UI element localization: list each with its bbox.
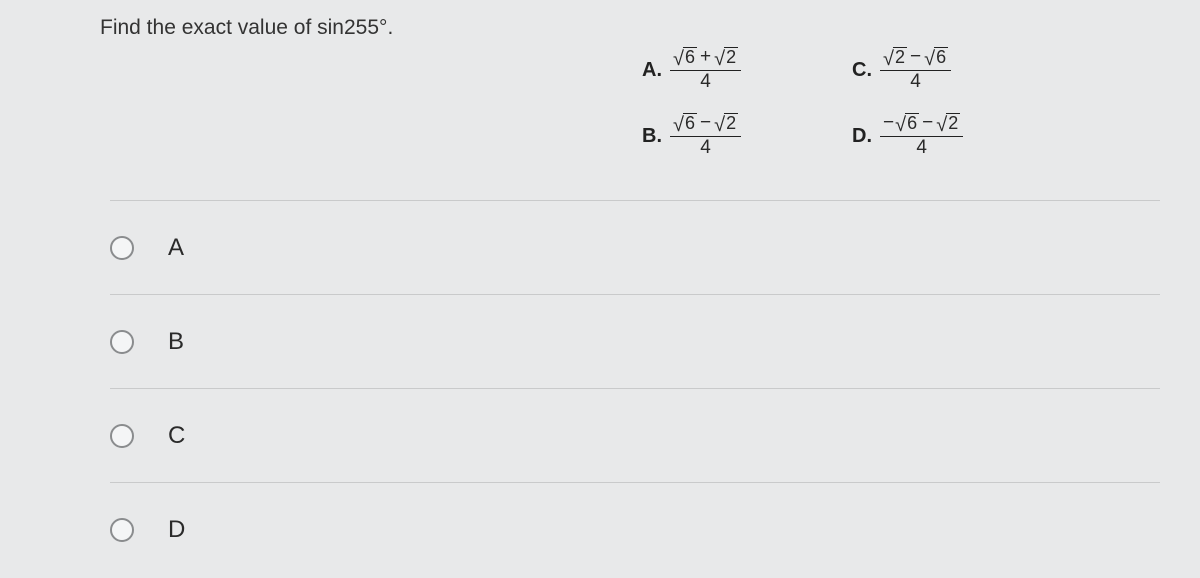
- answer-d-fraction: −√6−√2 4: [880, 114, 963, 158]
- answer-c-letter: C.: [850, 59, 872, 82]
- radio-d[interactable]: [110, 518, 134, 542]
- sqrt-icon: √6: [673, 114, 697, 134]
- option-row-a[interactable]: A: [110, 200, 1160, 294]
- answer-formulas: A. √6+√2 4 C. √2−√6 4 B. √6−√2 4 D.: [640, 40, 1070, 166]
- question-prompt: Find the exact value of sin255°.: [100, 16, 393, 40]
- sqrt-icon: √6: [924, 48, 948, 68]
- answer-a-letter: A.: [640, 59, 662, 82]
- option-d-label: D: [168, 516, 185, 544]
- answer-a-numerator: √6+√2: [670, 48, 741, 71]
- answer-b: B. √6−√2 4: [640, 106, 840, 166]
- answer-b-denominator: 4: [700, 137, 711, 158]
- option-c-label: C: [168, 422, 185, 450]
- sqrt-icon: √2: [883, 48, 907, 68]
- option-row-c[interactable]: C: [110, 388, 1160, 482]
- sqrt-icon: √6: [673, 48, 697, 68]
- prompt-period: .: [387, 16, 393, 39]
- answer-a-denominator: 4: [700, 71, 711, 92]
- radio-b[interactable]: [110, 330, 134, 354]
- options-list: A B C D: [110, 200, 1160, 576]
- answer-c: C. √2−√6 4: [850, 40, 1070, 100]
- prompt-prefix: Find the exact value of: [100, 16, 317, 39]
- sqrt-icon: √2: [714, 114, 738, 134]
- answer-b-letter: B.: [640, 125, 662, 148]
- radio-a[interactable]: [110, 236, 134, 260]
- sqrt-icon: √6: [895, 114, 919, 134]
- answer-a-fraction: √6+√2 4: [670, 48, 741, 92]
- option-a-label: A: [168, 234, 184, 262]
- answer-d-letter: D.: [850, 125, 872, 148]
- answer-b-numerator: √6−√2: [670, 114, 741, 137]
- option-row-d[interactable]: D: [110, 482, 1160, 576]
- answer-d-denominator: 4: [916, 137, 927, 158]
- prompt-func: sin: [317, 16, 344, 39]
- option-b-label: B: [168, 328, 184, 356]
- radio-c[interactable]: [110, 424, 134, 448]
- answer-c-denominator: 4: [910, 71, 921, 92]
- sqrt-icon: √2: [714, 48, 738, 68]
- answer-d-numerator: −√6−√2: [880, 114, 963, 137]
- answer-a: A. √6+√2 4: [640, 40, 840, 100]
- answer-d: D. −√6−√2 4: [850, 106, 1070, 166]
- option-row-b[interactable]: B: [110, 294, 1160, 388]
- answer-b-fraction: √6−√2 4: [670, 114, 741, 158]
- answer-c-fraction: √2−√6 4: [880, 48, 951, 92]
- sqrt-icon: √2: [936, 114, 960, 134]
- answer-c-numerator: √2−√6: [880, 48, 951, 71]
- prompt-arg: 255°: [344, 16, 387, 39]
